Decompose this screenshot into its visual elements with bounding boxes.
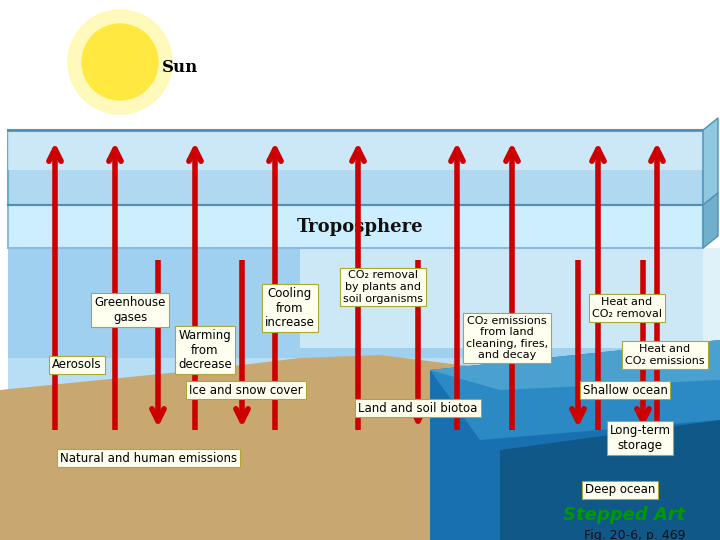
Bar <box>8 248 703 432</box>
Bar <box>8 359 703 432</box>
Polygon shape <box>430 340 720 440</box>
Circle shape <box>82 24 158 100</box>
Text: Aerosols: Aerosols <box>52 359 102 372</box>
Text: CO₂ emissions
from land
cleaning, fires,
and decay: CO₂ emissions from land cleaning, fires,… <box>466 315 548 360</box>
Text: Natural and human emissions: Natural and human emissions <box>60 451 237 464</box>
Polygon shape <box>8 130 703 170</box>
Polygon shape <box>703 193 718 248</box>
Text: Long-term
storage: Long-term storage <box>610 424 670 452</box>
Polygon shape <box>0 355 720 432</box>
Text: Heat and
CO₂ emissions: Heat and CO₂ emissions <box>625 344 705 366</box>
Text: Heat and
CO₂ removal: Heat and CO₂ removal <box>592 297 662 319</box>
Polygon shape <box>8 130 703 205</box>
Polygon shape <box>500 420 720 540</box>
Text: Sun: Sun <box>162 58 198 76</box>
Bar <box>8 205 703 248</box>
Text: Greenhouse
gases: Greenhouse gases <box>94 296 166 324</box>
Polygon shape <box>430 340 720 540</box>
Polygon shape <box>430 340 720 390</box>
Text: Ice and snow cover: Ice and snow cover <box>189 383 303 396</box>
Polygon shape <box>703 118 718 205</box>
Text: Stepped Art: Stepped Art <box>562 506 685 524</box>
Text: Land and soil biotoa: Land and soil biotoa <box>359 402 477 415</box>
Text: Cooling
from
increase: Cooling from increase <box>265 287 315 329</box>
Text: Shallow ocean: Shallow ocean <box>582 383 667 396</box>
Bar <box>300 248 720 348</box>
Text: Deep ocean: Deep ocean <box>585 483 655 496</box>
Text: Warming
from
decrease: Warming from decrease <box>178 328 232 372</box>
Text: CO₂ removal
by plants and
soil organisms: CO₂ removal by plants and soil organisms <box>343 271 423 303</box>
Text: Fig. 20-6, p. 469: Fig. 20-6, p. 469 <box>583 529 685 540</box>
Circle shape <box>68 10 172 114</box>
Bar <box>0 432 720 540</box>
Text: Troposphere: Troposphere <box>297 218 423 235</box>
Bar <box>0 432 720 540</box>
